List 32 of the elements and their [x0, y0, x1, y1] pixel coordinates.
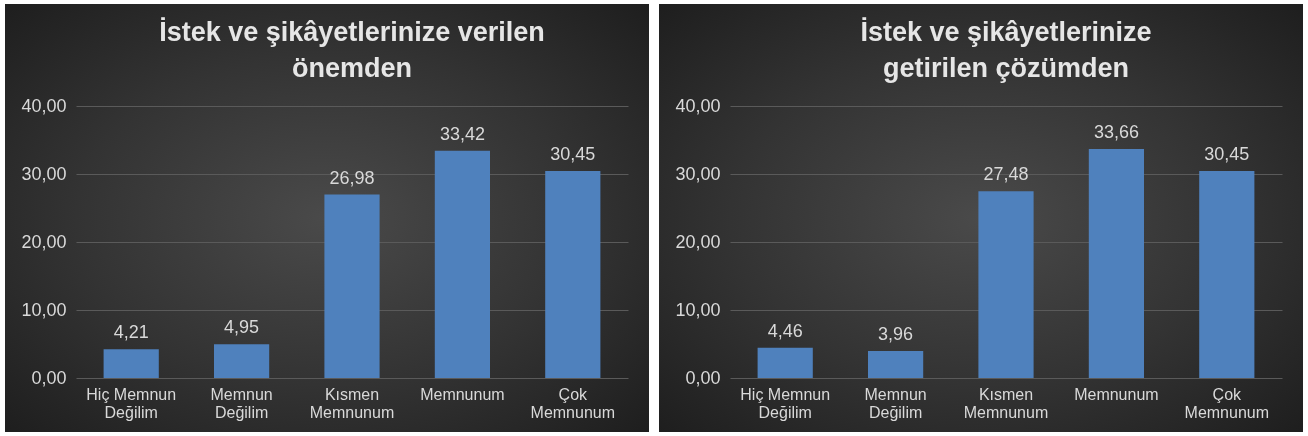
x-tick-label: Memnunum — [420, 385, 505, 403]
data-label: 27,48 — [983, 164, 1029, 185]
y-tick-label: 20,00 — [21, 231, 67, 252]
x-tick-label: Çok Memnunum — [530, 385, 616, 421]
data-label: 26,98 — [329, 167, 375, 188]
y-tick-label: 40,00 — [21, 95, 67, 116]
x-tick-label: Hiç Memnun Değilim — [740, 385, 831, 421]
data-label: 30,45 — [1204, 143, 1250, 164]
y-tick-label: 30,00 — [21, 163, 67, 184]
y-tick-label: 20,00 — [675, 231, 721, 252]
y-tick-label: 30,00 — [675, 163, 721, 184]
data-label: 30,45 — [550, 143, 596, 164]
y-tick-label: 0,00 — [31, 367, 67, 388]
data-label: 4,46 — [767, 320, 803, 341]
y-tick-label: 40,00 — [675, 95, 721, 116]
data-label: 3,96 — [878, 324, 914, 345]
data-label: 33,66 — [1093, 122, 1139, 143]
x-tick-label: Memnun Değilim — [864, 385, 927, 421]
x-tick-label: Kısmen Memnunum — [963, 385, 1049, 421]
data-label: 33,42 — [439, 123, 485, 144]
x-tick-label: Memnunum — [1074, 385, 1159, 403]
x-tick-label: Memnun Değilim — [210, 385, 273, 421]
x-tick-label: Kısmen Memnunum — [309, 385, 395, 421]
chart-title: İstek ve şikâyetlerinize getirilen çözümden — [860, 17, 1152, 83]
data-label: 4,21 — [113, 322, 149, 343]
chart-title: İstek ve şikâyetlerinize verilen önemden — [159, 17, 545, 83]
x-tick-label: Çok Memnunum — [1184, 385, 1270, 421]
y-tick-label: 0,00 — [685, 367, 721, 388]
x-tick-label: Hiç Memnun Değilim — [86, 385, 177, 421]
y-tick-label: 10,00 — [675, 299, 721, 320]
y-tick-label: 10,00 — [21, 299, 67, 320]
data-label: 4,95 — [224, 317, 260, 338]
